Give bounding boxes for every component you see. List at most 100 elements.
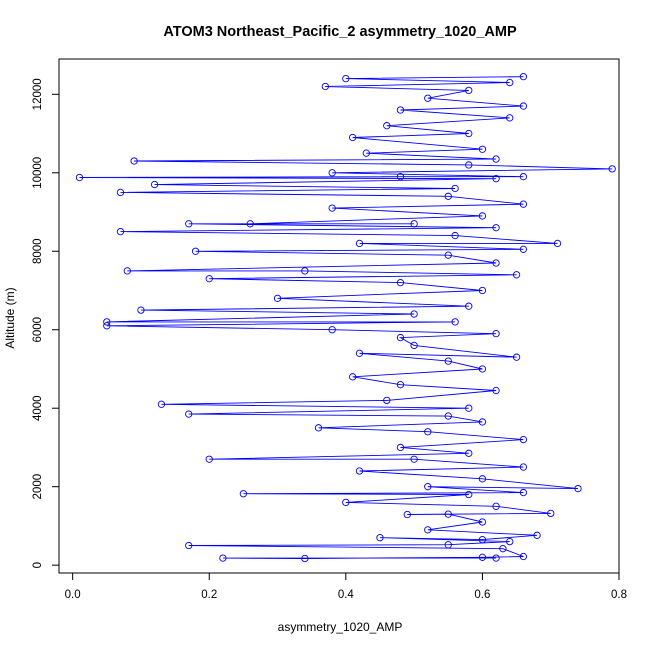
y-tick-label: 8000 — [32, 238, 44, 264]
data-point — [355, 349, 364, 357]
data-point — [103, 322, 111, 330]
x-tick-label: 0.8 — [611, 589, 627, 601]
data-point — [465, 302, 473, 310]
data-point — [451, 318, 459, 326]
data-point — [519, 173, 528, 181]
data-point — [465, 161, 473, 169]
y-tick-label: 4000 — [32, 395, 44, 421]
data-point — [444, 510, 452, 518]
x-tick-label: 0.2 — [201, 589, 217, 601]
data-point — [519, 245, 528, 253]
data-point — [478, 365, 487, 373]
data-point — [465, 129, 473, 138]
x-axis: 0.0 0.2 0.4 0.6 0.8 — [65, 573, 627, 601]
data-point — [533, 531, 541, 539]
data-point — [150, 180, 159, 189]
data-point — [383, 122, 391, 130]
data-point — [328, 326, 336, 334]
plot-frame — [58, 58, 620, 574]
x-tick-label: 0.0 — [65, 589, 81, 601]
data-point — [492, 502, 500, 510]
data-point — [321, 82, 329, 91]
data-point — [492, 386, 500, 395]
data-point — [396, 381, 405, 389]
data-point — [328, 204, 336, 212]
series-point-group — [75, 73, 616, 563]
data-point — [444, 412, 452, 420]
series-line — [79, 76, 613, 559]
data-point — [219, 554, 227, 562]
data-point — [355, 239, 364, 248]
y-axis-label: Altitude (m) — [3, 287, 17, 348]
data-point — [451, 231, 459, 240]
data-point — [465, 449, 473, 457]
data-point — [205, 455, 213, 463]
data-point — [328, 169, 336, 177]
data-point — [383, 396, 391, 405]
data-point — [506, 78, 514, 87]
data-point — [410, 310, 418, 318]
data-point — [424, 428, 432, 436]
data-point — [116, 188, 125, 197]
data-point — [519, 102, 528, 110]
data-point — [396, 443, 405, 452]
y-axis: 0 2000 4000 6000 8000 10000 12000 — [32, 78, 59, 568]
data-point — [403, 510, 411, 519]
data-point — [547, 509, 555, 518]
data-point — [396, 173, 405, 181]
data-point — [465, 490, 473, 499]
data-point — [342, 498, 350, 507]
data-point — [492, 554, 500, 562]
data-point — [492, 259, 500, 267]
data-point — [465, 86, 473, 95]
x-tick-label: 0.6 — [474, 589, 490, 601]
data-point — [396, 106, 405, 114]
data-point — [185, 410, 193, 418]
data-point — [410, 220, 418, 228]
data-point — [478, 145, 487, 153]
data-point — [355, 467, 364, 475]
data-point — [362, 149, 370, 157]
data-point — [574, 484, 582, 493]
data-point — [75, 173, 84, 182]
data-point — [519, 488, 528, 497]
data-point — [410, 341, 418, 350]
y-tick-label: 12000 — [32, 78, 44, 110]
data-point — [191, 247, 200, 255]
data-point — [444, 357, 452, 365]
data-point — [376, 534, 384, 542]
data-point — [185, 220, 193, 228]
chart-title: ATOM3 Northeast_Pacific_2 asymmetry_1020… — [163, 24, 517, 40]
x-axis-label: asymmetry_1020_AMP — [278, 620, 403, 634]
data-point — [157, 400, 166, 408]
data-point — [424, 94, 432, 102]
data-point — [396, 278, 405, 287]
data-point — [478, 475, 487, 483]
data-point — [478, 553, 487, 561]
data-point — [478, 518, 487, 526]
data-point — [130, 157, 138, 165]
data-point — [123, 267, 131, 275]
data-point — [444, 251, 452, 259]
data-point — [608, 165, 616, 173]
data-point — [492, 175, 500, 183]
data-point — [444, 541, 452, 549]
data-point — [492, 330, 500, 338]
data-point — [137, 306, 145, 314]
data-point — [424, 526, 432, 534]
data-point — [506, 537, 514, 546]
data-point — [499, 545, 507, 553]
data-point — [478, 418, 487, 426]
data-point — [519, 73, 528, 81]
data-point — [478, 535, 487, 544]
data-point — [185, 541, 193, 550]
data-point — [273, 294, 282, 302]
y-tick-label: 0 — [32, 562, 44, 568]
data-point — [301, 267, 309, 275]
data-point — [519, 200, 528, 208]
data-point — [451, 184, 459, 193]
data-point — [553, 239, 562, 248]
